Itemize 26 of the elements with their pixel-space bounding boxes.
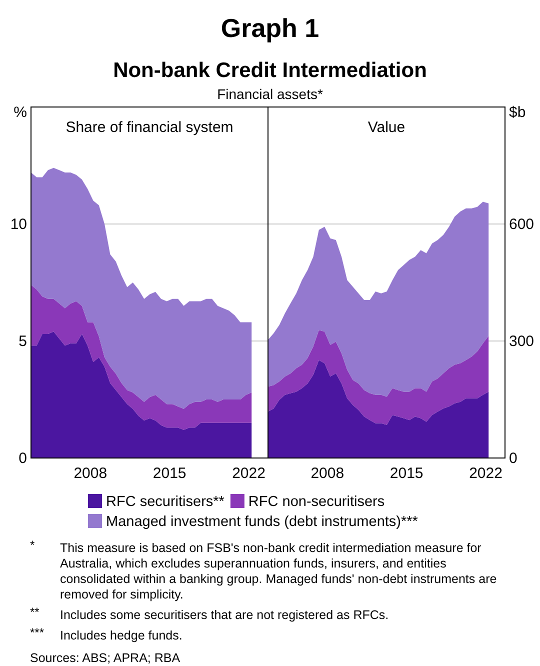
text: *** Includes hedge funds. <box>30 626 182 642</box>
x-tick-label: 2022 <box>232 465 266 482</box>
x-tick-label: 2015 <box>390 465 424 482</box>
y-tick-label: 300 <box>509 333 534 350</box>
y-tick-label: 600 <box>509 216 534 233</box>
legend-label: RFC non-securitisers <box>248 494 385 510</box>
text: ** Includes some securitisers that are not registered as RFCs. <box>30 605 389 622</box>
y-tick-label: 10 <box>10 216 27 233</box>
x-tick-label: 2008 <box>310 465 344 482</box>
y-tick-label: 0 <box>18 450 27 467</box>
y-axis-title: $b <box>509 104 526 121</box>
text: Non-bank Credit Intermediation <box>113 59 427 82</box>
text: Value <box>368 119 406 136</box>
text: Financial assets* <box>217 86 324 102</box>
y-tick-label: 5 <box>18 333 27 350</box>
x-tick-label: 2008 <box>74 465 108 482</box>
legend-label: Managed investment funds (debt instruments)*** <box>106 514 418 530</box>
x-tick-label: 2015 <box>152 465 186 482</box>
legend-label: RFC securitisers** <box>106 494 225 510</box>
text: * This measure is based on FSB's non-bank credit intermediation measure for Australia, which excludes superannuation funds, insurers, and entities consolidated within a banking group. Managed funds' non-debt instruments are removed for simplicity. <box>30 538 497 602</box>
caption: Graph 1 <box>220 13 320 43</box>
source-note: Sources: ABS; APRA; RBA <box>30 651 181 665</box>
x-tick-label: 2022 <box>469 465 502 482</box>
y-axis-title: % <box>14 104 27 121</box>
y-tick-label: 0 <box>509 450 518 467</box>
text: Share of financial system <box>66 119 234 136</box>
